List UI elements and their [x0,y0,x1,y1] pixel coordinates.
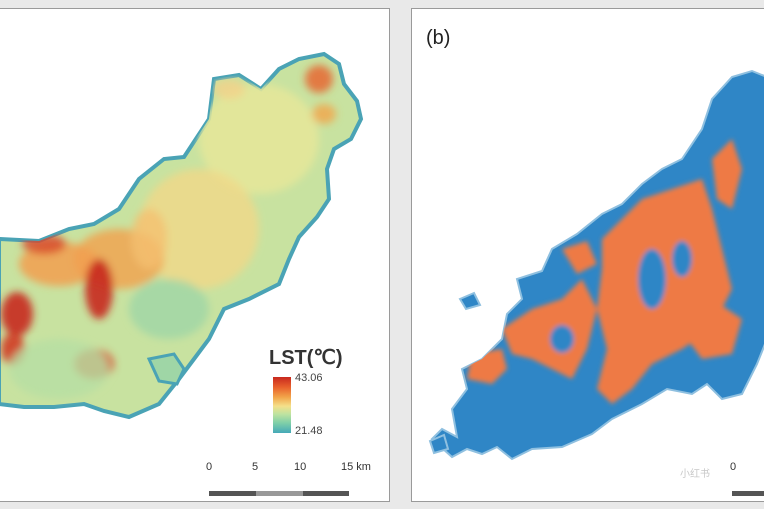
class-islet-1 [428,433,450,455]
class-islet-2 [458,291,482,311]
lst-map-image [0,51,364,420]
scale-tick-5: 5 [252,461,259,473]
panel-b-class-map: (b) 0 小红书 [411,8,764,502]
panel-label-b: (b) [426,27,451,49]
legend-title: LST(℃) [269,347,343,369]
lst-heat-patches [1,65,336,399]
class-map-land [430,69,764,461]
legend-min-value: 21.48 [295,425,323,437]
scale-tick-0: 0 [206,461,213,473]
scale-tick-10: 10 [294,461,307,473]
class-built-patches [467,139,742,404]
legend-max-value: 43.06 [295,372,323,384]
class-map-image [428,69,764,461]
panel-a-lst-map: LST(℃) 43.06 21.48 0 5 10 15 km [0,8,390,502]
scale-tick-0-b: 0 [730,461,737,473]
scale-bar [209,491,349,496]
lst-island [146,352,186,386]
scale-bar-b [732,491,764,496]
legend-color-ramp [273,377,291,433]
watermark-text: 小红书 [680,469,710,480]
scale-tick-15km: 15 km [341,461,371,473]
